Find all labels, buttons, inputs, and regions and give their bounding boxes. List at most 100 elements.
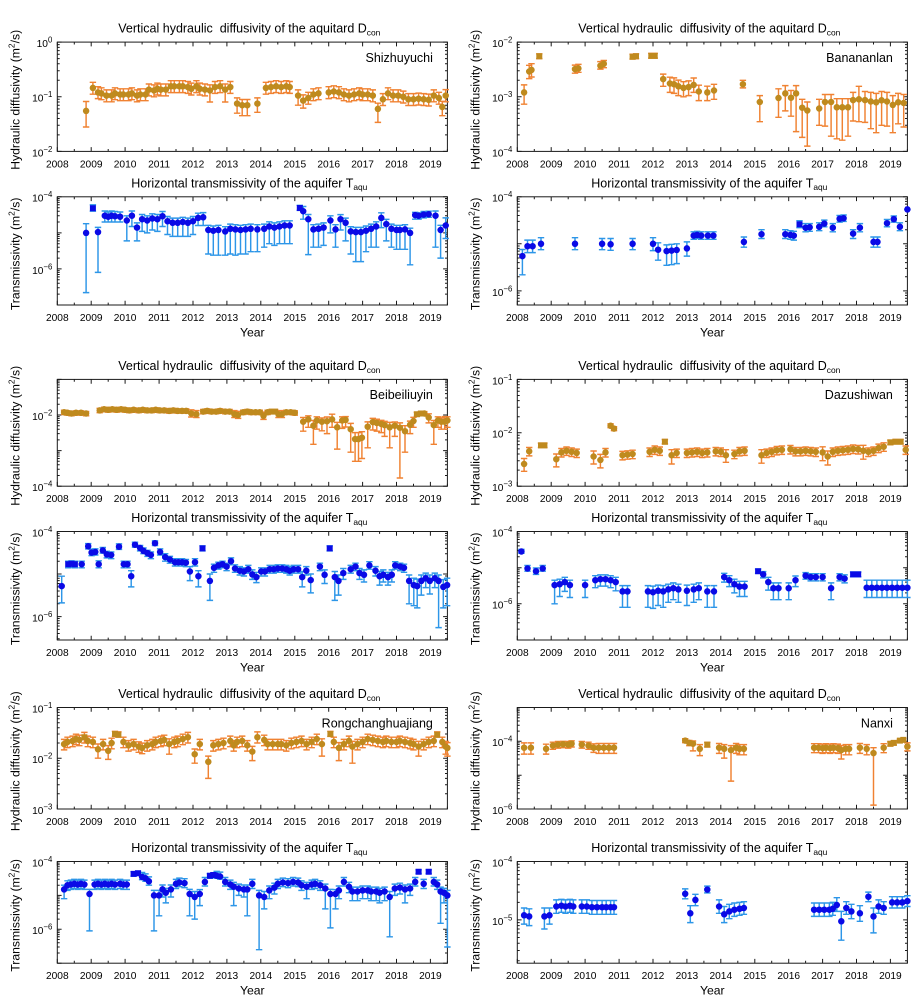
svg-text:2019: 2019 xyxy=(879,313,902,324)
svg-text:2011: 2011 xyxy=(148,159,170,170)
svg-text:2011: 2011 xyxy=(608,159,630,170)
svg-text:Year: Year xyxy=(700,984,725,998)
svg-text:2019: 2019 xyxy=(879,159,902,170)
svg-text:2014: 2014 xyxy=(249,817,272,828)
svg-text:2011: 2011 xyxy=(608,648,630,659)
svg-text:Year: Year xyxy=(240,984,265,998)
svg-text:2008: 2008 xyxy=(46,648,69,659)
svg-text:2018: 2018 xyxy=(845,648,868,659)
svg-text:Banananlan: Banananlan xyxy=(826,51,893,65)
svg-text:2014: 2014 xyxy=(709,817,732,828)
svg-text:2010: 2010 xyxy=(574,648,597,659)
svg-text:2008: 2008 xyxy=(46,971,69,982)
svg-text:2016: 2016 xyxy=(777,494,800,505)
svg-text:2016: 2016 xyxy=(317,159,340,170)
svg-text:Hydraulic diffusivity (m2/s): Hydraulic diffusivity (m2/s) xyxy=(7,30,23,170)
svg-text:2017: 2017 xyxy=(351,313,374,324)
svg-text:2015: 2015 xyxy=(743,971,766,982)
svg-text:Dazushiwan: Dazushiwan xyxy=(825,388,893,402)
svg-text:2011: 2011 xyxy=(148,817,170,828)
svg-text:2016: 2016 xyxy=(777,817,800,828)
svg-text:2009: 2009 xyxy=(80,971,103,982)
svg-text:2013: 2013 xyxy=(216,313,239,324)
svg-text:2017: 2017 xyxy=(351,494,374,505)
svg-text:2012: 2012 xyxy=(182,494,205,505)
svg-text:2010: 2010 xyxy=(114,971,137,982)
svg-text:2018: 2018 xyxy=(845,313,868,324)
svg-text:2018: 2018 xyxy=(845,159,868,170)
svg-text:2011: 2011 xyxy=(148,313,170,324)
svg-text:2009: 2009 xyxy=(540,648,563,659)
svg-text:2019: 2019 xyxy=(419,971,442,982)
svg-text:2011: 2011 xyxy=(608,313,630,324)
svg-text:2016: 2016 xyxy=(317,648,340,659)
svg-text:2015: 2015 xyxy=(743,817,766,828)
svg-text:2014: 2014 xyxy=(709,971,732,982)
svg-text:2019: 2019 xyxy=(419,313,442,324)
svg-text:2013: 2013 xyxy=(216,494,239,505)
svg-text:2019: 2019 xyxy=(419,159,442,170)
svg-text:2009: 2009 xyxy=(80,494,103,505)
svg-text:Transmissivity (m2/s): Transmissivity (m2/s) xyxy=(7,198,23,311)
svg-text:Vertical hydraulic diffusivit: Vertical hydraulic diffusivity of the aq… xyxy=(578,687,840,703)
svg-text:2014: 2014 xyxy=(249,971,272,982)
svg-text:2010: 2010 xyxy=(574,494,597,505)
svg-text:2008: 2008 xyxy=(506,817,529,828)
svg-text:Year: Year xyxy=(240,326,265,340)
svg-text:2012: 2012 xyxy=(642,494,665,505)
svg-text:2010: 2010 xyxy=(114,159,137,170)
svg-text:2013: 2013 xyxy=(676,648,699,659)
svg-text:2010: 2010 xyxy=(574,971,597,982)
svg-text:2014: 2014 xyxy=(709,494,732,505)
svg-text:2015: 2015 xyxy=(283,648,306,659)
svg-text:2014: 2014 xyxy=(249,494,272,505)
svg-text:2018: 2018 xyxy=(385,313,408,324)
svg-text:Horizontal transmissivity of t: Horizontal transmissivity of the aquifer… xyxy=(591,511,827,527)
svg-text:2018: 2018 xyxy=(845,971,868,982)
svg-text:2008: 2008 xyxy=(46,494,69,505)
svg-text:2018: 2018 xyxy=(385,648,408,659)
svg-text:2016: 2016 xyxy=(777,648,800,659)
svg-text:2017: 2017 xyxy=(811,313,834,324)
svg-text:2016: 2016 xyxy=(317,494,340,505)
svg-text:Horizontal transmissivity of t: Horizontal transmissivity of the aquifer… xyxy=(591,176,827,192)
svg-text:2013: 2013 xyxy=(216,817,239,828)
svg-text:2009: 2009 xyxy=(80,817,103,828)
svg-text:2011: 2011 xyxy=(148,648,170,659)
svg-text:Nanxi: Nanxi xyxy=(861,716,893,730)
svg-text:2011: 2011 xyxy=(608,494,630,505)
svg-text:2008: 2008 xyxy=(46,159,69,170)
svg-text:2013: 2013 xyxy=(216,648,239,659)
svg-text:2013: 2013 xyxy=(676,494,699,505)
svg-text:2019: 2019 xyxy=(879,494,902,505)
svg-text:Rongchanghuajiang: Rongchanghuajiang xyxy=(322,716,433,730)
svg-text:2016: 2016 xyxy=(777,313,800,324)
svg-text:2019: 2019 xyxy=(419,648,442,659)
svg-text:2019: 2019 xyxy=(879,648,902,659)
svg-text:2017: 2017 xyxy=(351,648,374,659)
svg-text:2012: 2012 xyxy=(642,159,665,170)
svg-text:2013: 2013 xyxy=(216,971,239,982)
svg-text:Horizontal transmissivity of t: Horizontal transmissivity of the aquifer… xyxy=(131,176,367,192)
svg-text:2011: 2011 xyxy=(148,971,170,982)
svg-text:2012: 2012 xyxy=(182,817,205,828)
svg-text:2009: 2009 xyxy=(80,648,103,659)
svg-text:2013: 2013 xyxy=(676,313,699,324)
svg-text:2009: 2009 xyxy=(540,494,563,505)
svg-text:2015: 2015 xyxy=(743,313,766,324)
svg-text:2015: 2015 xyxy=(743,159,766,170)
svg-text:Vertical hydraulic diffusivit: Vertical hydraulic diffusivity of the aq… xyxy=(118,687,380,703)
svg-text:2008: 2008 xyxy=(506,313,529,324)
svg-text:2016: 2016 xyxy=(777,159,800,170)
svg-text:2010: 2010 xyxy=(114,817,137,828)
svg-text:2011: 2011 xyxy=(148,494,170,505)
svg-text:2015: 2015 xyxy=(283,494,306,505)
svg-text:Hydraulic diffusivity (m2/s): Hydraulic diffusivity (m2/s) xyxy=(467,691,483,831)
svg-text:2012: 2012 xyxy=(642,313,665,324)
svg-text:2016: 2016 xyxy=(317,313,340,324)
svg-text:Transmissivity (m2/s): Transmissivity (m2/s) xyxy=(7,533,23,646)
svg-text:2016: 2016 xyxy=(777,971,800,982)
svg-text:2015: 2015 xyxy=(743,648,766,659)
svg-text:2015: 2015 xyxy=(283,971,306,982)
svg-text:Vertical hydraulic diffusivit: Vertical hydraulic diffusivity of the aq… xyxy=(118,359,380,375)
